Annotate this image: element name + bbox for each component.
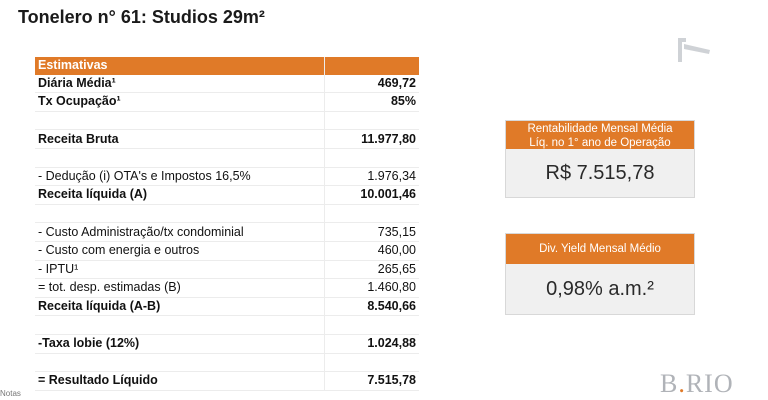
notes-label: Notas (0, 389, 21, 398)
table-row (35, 204, 419, 224)
row-label: - Custo Administração/tx condominial (35, 222, 325, 242)
brand-dot: . (678, 369, 686, 398)
brand-wordmark: B.RIO (660, 369, 734, 399)
row-label: - Dedução (i) OTA's e Impostos 16,5% (35, 167, 325, 187)
row-label: Diária Média¹ (35, 74, 325, 94)
table-row: = Resultado Líquido 7.515,78 (35, 371, 419, 391)
row-label: - IPTU¹ (35, 260, 325, 280)
page-title: Tonelero n° 61: Studios 29m² (18, 7, 265, 27)
row-label: Receita líquida (A-B) (35, 297, 325, 317)
row-value: 469,72 (324, 74, 419, 94)
table-row (35, 353, 419, 373)
monthly-return-card: Rentabilidade Mensal Média Líq. no 1° an… (505, 120, 695, 198)
estimates-table: Estimativas Diária Média¹ 469,72 Tx Ocupaç… (35, 57, 419, 391)
table-row: -Taxa lobie (12%) 1.024,88 (35, 334, 419, 354)
row-value: 460,00 (324, 241, 419, 261)
brand-part-a: B (660, 369, 679, 398)
table-row: - IPTU¹ 265,65 (35, 260, 419, 280)
monthly-return-header-line1: Rentabilidade Mensal Média (527, 123, 673, 135)
table-header-value (324, 57, 419, 75)
row-label (35, 353, 325, 373)
row-value (324, 148, 419, 168)
row-value: 265,65 (324, 260, 419, 280)
table-header-label: Estimativas (35, 57, 325, 75)
row-label: Receita líquida (A) (35, 185, 325, 205)
row-value: 1.024,88 (324, 334, 419, 354)
table-row: - Custo com energia e outros 460,00 (35, 241, 419, 261)
row-value (324, 315, 419, 335)
table-row: Tx Ocupação¹ 85% (35, 92, 419, 112)
table-row (35, 148, 419, 168)
row-value: 85% (324, 92, 419, 112)
row-label (35, 315, 325, 335)
row-label (35, 148, 325, 168)
row-label: Receita Bruta (35, 129, 325, 149)
table-row: Receita Bruta 11.977,80 (35, 129, 419, 149)
dividend-yield-value: 0,98% a.m.² (546, 278, 654, 300)
table-row: Diária Média¹ 469,72 (35, 74, 419, 94)
dividend-yield-card: Div. Yield Mensal Médio 0,98% a.m.² (505, 233, 695, 315)
row-value: 1.976,34 (324, 167, 419, 187)
monthly-return-header-line2: Líq. no 1° ano de Operação (529, 137, 671, 149)
monthly-return-value: R$ 7.515,78 (545, 162, 655, 184)
row-value: 7.515,78 (324, 371, 419, 391)
table-row: - Dedução (i) OTA's e Impostos 16,5% 1.97… (35, 167, 419, 187)
row-label (35, 204, 325, 224)
table-row: Receita líquida (A) 10.001,46 (35, 185, 419, 205)
table-row: - Custo Administração/tx condominial 735,… (35, 222, 419, 242)
row-value (324, 353, 419, 373)
table-row: Receita líquida (A-B) 8.540,66 (35, 297, 419, 317)
table-row: = tot. desp. estimadas (B) 1.460,80 (35, 278, 419, 298)
row-label (35, 111, 325, 131)
row-value (324, 204, 419, 224)
brand-part-b: RIO (685, 369, 734, 398)
row-value: 8.540,66 (324, 297, 419, 317)
brand-logo-icon (678, 38, 710, 62)
row-value: 1.460,80 (324, 278, 419, 298)
table-row (35, 111, 419, 131)
row-value: 11.977,80 (324, 129, 419, 149)
monthly-return-header: Rentabilidade Mensal Média Líq. no 1° an… (506, 121, 694, 149)
row-label: Tx Ocupação¹ (35, 92, 325, 112)
table-header-row: Estimativas (35, 57, 419, 75)
row-value: 735,15 (324, 222, 419, 242)
row-label: -Taxa lobie (12%) (35, 334, 325, 354)
table-row (35, 315, 419, 335)
row-label: - Custo com energia e outros (35, 241, 325, 261)
row-value (324, 111, 419, 131)
row-label: = tot. desp. estimadas (B) (35, 278, 325, 298)
dividend-yield-header: Div. Yield Mensal Médio (506, 234, 694, 264)
row-label: = Resultado Líquido (35, 371, 325, 391)
row-value: 10.001,46 (324, 185, 419, 205)
